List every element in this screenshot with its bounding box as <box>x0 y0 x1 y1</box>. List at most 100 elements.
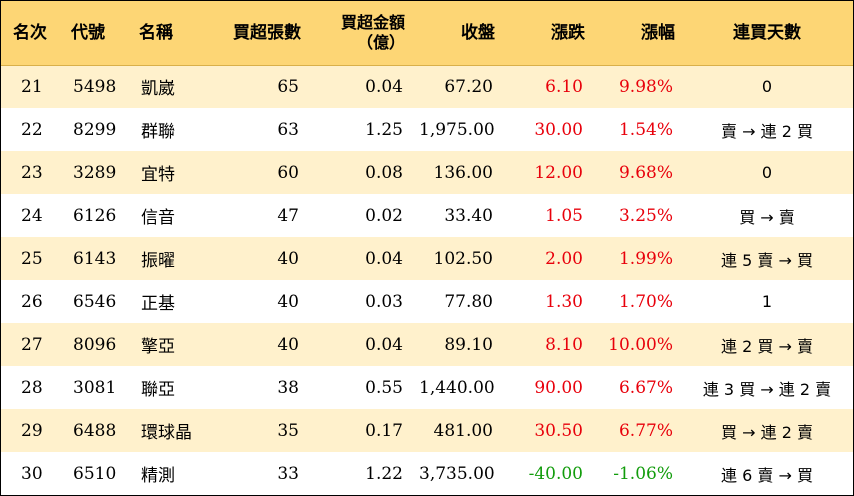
cell-streak: 連 3 買 → 連 2 賣 <box>702 379 832 399</box>
cell-buy-amount: 0.03 <box>365 291 403 312</box>
cell-name: 環球晶 <box>141 423 192 443</box>
cell-code: 8096 <box>73 334 117 355</box>
cell-change-pct: 1.54% <box>618 119 673 140</box>
cell-buy-volume: 38 <box>277 377 299 398</box>
cell-name: 宜特 <box>141 165 175 185</box>
cell-buy-volume: 65 <box>277 76 299 97</box>
cell-close: 1,975.00 <box>419 119 495 140</box>
cell-rank: 29 <box>21 420 43 441</box>
cell-buy-volume: 60 <box>277 162 299 183</box>
header-code: 代號 <box>65 1 133 66</box>
header-change-pct: 漲幅 <box>591 1 681 66</box>
cell-change: 2.00 <box>545 248 583 269</box>
header-buy-amount: 買超金額 （億） <box>307 1 411 66</box>
cell-close: 67.20 <box>444 76 493 97</box>
cell-name: 擎亞 <box>141 337 175 357</box>
cell-rank: 21 <box>21 76 43 97</box>
cell-streak: 1 <box>761 292 773 311</box>
cell-close: 136.00 <box>433 162 493 183</box>
cell-buy-amount: 0.04 <box>365 334 403 355</box>
cell-code: 6126 <box>73 205 117 226</box>
table-row: 26 6546 正基 40 0.03 77.80 1.30 1.70% 1 <box>1 280 853 323</box>
header-change: 漲跌 <box>501 1 591 66</box>
cell-buy-amount: 1.25 <box>365 119 403 140</box>
table-body: 21 5498 凱崴 65 0.04 67.20 6.10 9.98% 0 22… <box>1 65 853 495</box>
cell-rank: 23 <box>21 162 43 183</box>
cell-close: 89.10 <box>444 334 493 355</box>
cell-change: -40.00 <box>528 463 583 484</box>
cell-streak: 0 <box>761 163 773 182</box>
table-row: 30 6510 精測 33 1.22 3,735.00 -40.00 -1.06… <box>1 452 853 495</box>
cell-streak: 買 → 賣 <box>739 207 795 227</box>
cell-buy-volume: 35 <box>277 420 299 441</box>
cell-change: 6.10 <box>545 76 583 97</box>
cell-buy-volume: 40 <box>277 248 299 269</box>
cell-code: 6143 <box>73 248 117 269</box>
cell-name: 信音 <box>141 208 175 228</box>
cell-change: 90.00 <box>534 377 583 398</box>
table-row: 23 3289 宜特 60 0.08 136.00 12.00 9.68% 0 <box>1 151 853 194</box>
cell-buy-volume: 63 <box>277 119 299 140</box>
header-rank: 名次 <box>1 1 65 66</box>
cell-change-pct: 3.25% <box>618 205 673 226</box>
table-row: 21 5498 凱崴 65 0.04 67.20 6.10 9.98% 0 <box>1 65 853 108</box>
cell-rank: 27 <box>21 334 43 355</box>
cell-change-pct: 1.70% <box>618 291 673 312</box>
table-header-row: 名次 代號 名稱 買超張數 買超金額 （億） 收盤 漲跌 漲幅 連買天數 <box>1 1 853 66</box>
header-buy-volume: 買超張數 <box>221 1 307 66</box>
cell-name: 精測 <box>141 466 175 486</box>
table-row: 24 6126 信音 47 0.02 33.40 1.05 3.25% 買 → … <box>1 194 853 237</box>
cell-change-pct: 1.99% <box>618 248 673 269</box>
table-row: 22 8299 群聯 63 1.25 1,975.00 30.00 1.54% … <box>1 108 853 151</box>
cell-buy-amount: 0.04 <box>365 248 403 269</box>
cell-buy-volume: 40 <box>277 291 299 312</box>
cell-name: 群聯 <box>141 122 175 142</box>
cell-streak: 賣 → 連 2 買 <box>721 121 813 141</box>
cell-change: 1.05 <box>545 205 583 226</box>
cell-change-pct: -1.06% <box>613 463 673 484</box>
cell-close: 481.00 <box>433 420 493 441</box>
cell-change: 30.00 <box>534 119 583 140</box>
table-row: 28 3081 聯亞 38 0.55 1,440.00 90.00 6.67% … <box>1 366 853 409</box>
header-streak: 連買天數 <box>681 1 853 66</box>
cell-code: 3081 <box>73 377 117 398</box>
cell-change-pct: 6.67% <box>618 377 673 398</box>
cell-change-pct: 9.68% <box>618 162 673 183</box>
cell-rank: 24 <box>21 205 43 226</box>
cell-code: 6488 <box>73 420 117 441</box>
cell-buy-amount: 0.02 <box>365 205 403 226</box>
cell-name: 凱崴 <box>141 79 175 100</box>
cell-name: 正基 <box>141 294 175 314</box>
cell-buy-volume: 33 <box>277 463 299 484</box>
cell-close: 77.80 <box>444 291 493 312</box>
cell-code: 6546 <box>73 291 117 312</box>
cell-streak: 0 <box>761 77 773 97</box>
cell-code: 5498 <box>73 76 117 97</box>
cell-code: 8299 <box>73 119 117 140</box>
cell-buy-volume: 40 <box>277 334 299 355</box>
cell-name: 聯亞 <box>141 380 175 400</box>
table-row: 25 6143 振曜 40 0.04 102.50 2.00 1.99% 連 5… <box>1 237 853 280</box>
cell-change-pct: 9.98% <box>618 76 673 97</box>
cell-close: 1,440.00 <box>419 377 495 398</box>
table-row: 27 8096 擎亞 40 0.04 89.10 8.10 10.00% 連 2… <box>1 323 853 366</box>
cell-streak: 買 → 連 2 賣 <box>721 422 813 442</box>
cell-change: 12.00 <box>534 162 583 183</box>
cell-code: 6510 <box>73 463 117 484</box>
cell-buy-amount: 0.08 <box>365 162 403 183</box>
header-buy-amount-line1: 買超金額 <box>340 12 405 32</box>
cell-rank: 28 <box>21 377 43 398</box>
cell-code: 3289 <box>73 162 117 183</box>
cell-rank: 22 <box>21 119 43 140</box>
cell-buy-amount: 0.04 <box>365 76 403 97</box>
cell-buy-amount: 0.55 <box>365 377 403 398</box>
cell-buy-amount: 0.17 <box>365 420 403 441</box>
cell-close: 102.50 <box>433 248 493 269</box>
header-buy-amount-line2: （億） <box>356 32 405 52</box>
cell-change-pct: 10.00% <box>608 334 673 355</box>
cell-buy-amount: 1.22 <box>365 463 403 484</box>
header-close: 收盤 <box>411 1 501 66</box>
cell-change: 8.10 <box>545 334 583 355</box>
cell-change: 1.30 <box>545 291 583 312</box>
